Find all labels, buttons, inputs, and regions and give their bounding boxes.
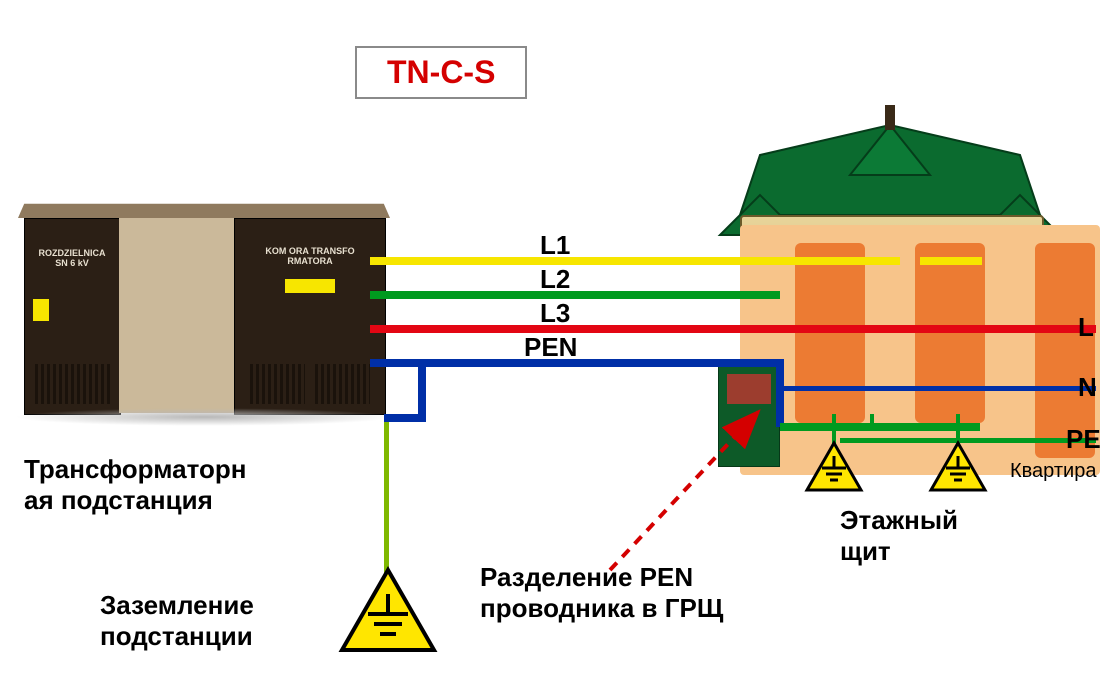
substation: ROZDZIELNICASN 6 kV KOM ORA TRANSFO RMAT… xyxy=(24,200,384,430)
label-apartment: Квартира xyxy=(1010,460,1096,483)
label-floor-panel: Этажный щит xyxy=(840,505,958,567)
wire-l3 xyxy=(370,325,1096,333)
title-text: TN-C-S xyxy=(387,54,495,90)
panel-slot-1 xyxy=(795,243,865,423)
substation-shadow xyxy=(14,408,394,426)
ground-icon xyxy=(928,440,988,496)
transformer-sign: KOM ORA TRANSFO RMATORA xyxy=(263,247,357,267)
bus-tick xyxy=(832,414,836,428)
label-l3: L3 xyxy=(540,298,570,329)
label-substation-ground: Заземление подстанции xyxy=(100,590,254,652)
substation-wall xyxy=(119,218,234,413)
label-pen-split: Разделение PEN проводника в ГРЩ xyxy=(480,562,723,624)
label-l-right: L xyxy=(1078,312,1094,343)
wire-l1-panel-a xyxy=(800,257,862,265)
ground-wire-substation xyxy=(384,415,389,585)
warning-plate xyxy=(285,279,335,293)
warning-sticker xyxy=(33,299,49,321)
label-n-right: N xyxy=(1078,372,1097,403)
label-l1: L1 xyxy=(540,230,570,261)
wire-l1-panel-b xyxy=(920,257,982,265)
pen-split-arrow xyxy=(500,390,780,580)
substation-bay-right: KOM ORA TRANSFO RMATORA xyxy=(234,218,386,415)
roof-spire xyxy=(885,105,895,130)
label-pe-right: PE xyxy=(1066,424,1101,455)
vent xyxy=(250,364,305,404)
panel-slot-2 xyxy=(915,243,985,423)
vent xyxy=(35,364,110,404)
bus-tick xyxy=(870,414,874,428)
bay-left-sign: ROZDZIELNICASN 6 kV xyxy=(37,249,107,269)
ground-icon xyxy=(804,440,864,496)
ground-icon xyxy=(338,566,438,658)
label-substation: Трансформаторн ая подстанция xyxy=(24,454,246,516)
vent xyxy=(315,364,370,404)
title-box: TN-C-S xyxy=(355,46,527,99)
bus-pe xyxy=(780,423,980,431)
pen-to-ground-h xyxy=(384,414,426,422)
pen-to-ground xyxy=(418,359,426,419)
substation-roof xyxy=(18,204,390,218)
bus-tick xyxy=(956,414,960,428)
wire-n xyxy=(780,386,1096,391)
wire-l2 xyxy=(370,291,780,299)
substation-bay-left: ROZDZIELNICASN 6 kV xyxy=(24,218,121,415)
label-l2: L2 xyxy=(540,264,570,295)
label-pen: PEN xyxy=(524,332,577,363)
